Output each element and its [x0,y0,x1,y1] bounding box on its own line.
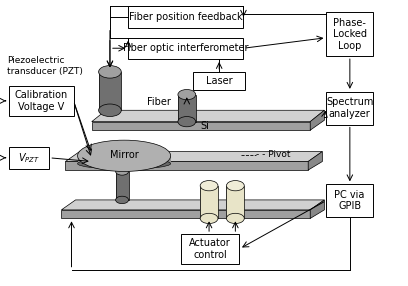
Ellipse shape [115,168,129,175]
Text: Laser: Laser [206,76,233,86]
Bar [200,186,218,219]
Text: Mirror: Mirror [110,150,138,160]
Ellipse shape [178,90,196,100]
Bar [9,147,49,169]
Bar [200,186,205,219]
Polygon shape [61,210,310,219]
Bar [226,186,244,219]
Bar [326,12,373,56]
Text: PC via
GPIB: PC via GPIB [335,190,365,211]
Bar [326,92,373,124]
Bar [128,6,244,28]
Polygon shape [310,110,324,130]
Text: Calibration
Voltage V: Calibration Voltage V [15,90,68,112]
Text: Phase-
Locked
Loop: Phase- Locked Loop [333,17,367,51]
Bar [181,234,239,264]
Ellipse shape [200,180,218,191]
Bar [99,72,121,110]
Ellipse shape [78,158,171,169]
Polygon shape [65,162,308,170]
Text: Fiber position feedback: Fiber position feedback [129,12,243,22]
Bar [9,86,73,116]
Bar [178,95,182,122]
Ellipse shape [78,152,171,164]
Ellipse shape [115,196,129,204]
Polygon shape [308,152,322,170]
Ellipse shape [226,213,244,224]
Bar [178,95,196,122]
Text: Fiber optic interferometer: Fiber optic interferometer [123,43,248,53]
Text: - - Pivot: - - Pivot [255,150,290,160]
Text: Fiber: Fiber [146,97,171,107]
Polygon shape [92,122,310,130]
Bar [115,172,119,200]
Bar [326,184,373,217]
Text: Actuator
control: Actuator control [189,238,231,260]
Polygon shape [65,152,322,162]
Ellipse shape [178,116,196,127]
Bar [226,186,231,219]
Text: Spectrum
analyzer: Spectrum analyzer [326,97,373,119]
Ellipse shape [200,213,218,224]
Polygon shape [61,200,324,210]
Text: $V_{PZT}$: $V_{PZT}$ [18,151,40,165]
Text: Piezoelectric
transducer (PZT): Piezoelectric transducer (PZT) [7,56,83,76]
Text: Si: Si [201,122,209,132]
Bar [78,156,171,164]
Bar [99,72,104,110]
Bar [193,72,246,90]
Ellipse shape [99,104,121,116]
Ellipse shape [78,140,171,172]
Polygon shape [310,200,324,219]
Ellipse shape [99,65,121,78]
Polygon shape [92,110,324,122]
Ellipse shape [226,180,244,191]
Bar [115,172,129,200]
Bar [128,38,244,59]
